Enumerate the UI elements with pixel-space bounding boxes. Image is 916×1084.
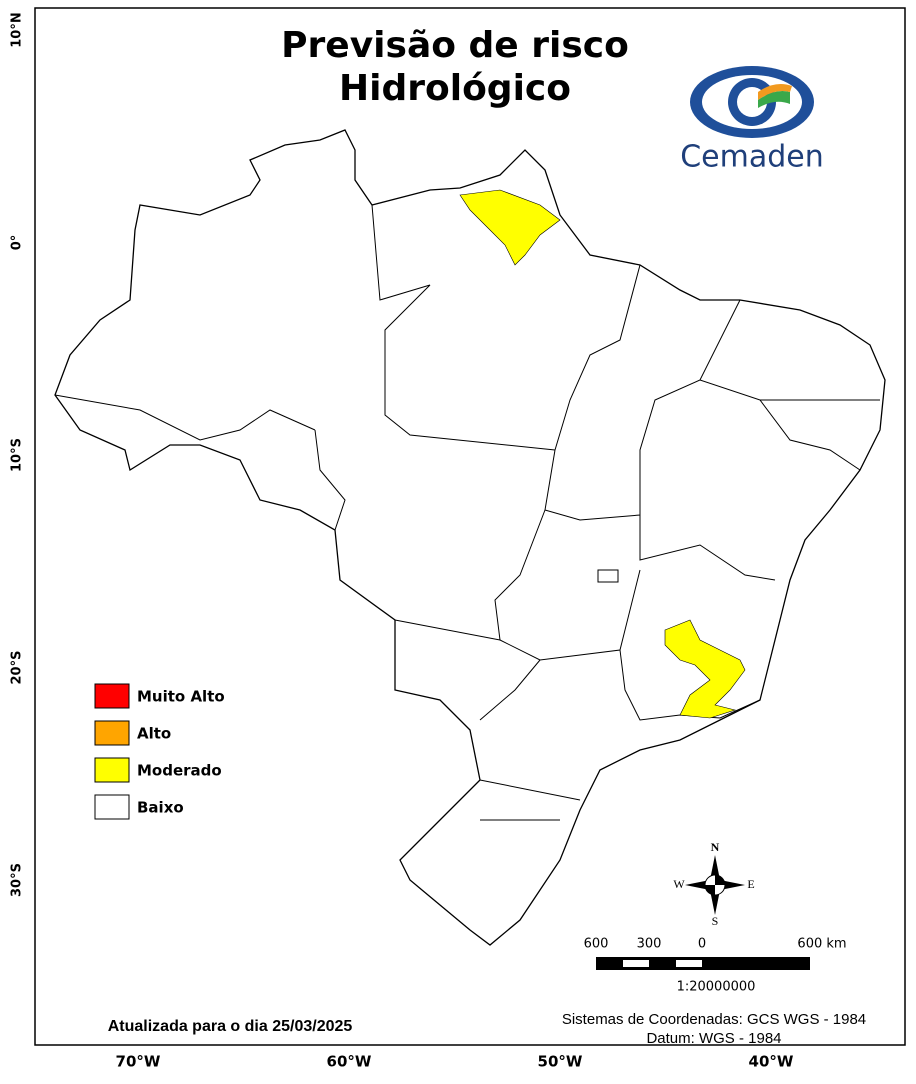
longitude-label: 70°W	[116, 1053, 161, 1071]
datum: Datum: WGS - 1984	[646, 1030, 781, 1047]
legend-label: Moderado	[137, 762, 222, 780]
longitude-label: 60°W	[327, 1053, 372, 1071]
scale-label: 600 km	[797, 937, 846, 952]
latitude-label: 30°S	[10, 863, 25, 897]
legend-swatch	[94, 683, 130, 709]
scale-label: 300	[637, 937, 662, 952]
title-line: Previsão de risco	[281, 25, 629, 66]
title-line: Hidrológico	[339, 68, 571, 109]
latitude-label: 10°N	[10, 12, 25, 47]
latitude-labels: 10°N 0° 10°S 20°S 30°S	[10, 12, 25, 897]
longitude-label: 50°W	[538, 1053, 583, 1071]
longitude-label: 40°W	[749, 1053, 794, 1071]
scale-label: 600	[584, 937, 609, 952]
scale-bar: 600 300 0 600 km 1:20000000	[584, 937, 847, 995]
legend-label: Baixo	[137, 799, 184, 817]
state-borders	[54, 204, 880, 821]
compass-label: N	[711, 840, 720, 854]
risk-area	[459, 189, 561, 266]
compass-rose: N S E W	[673, 840, 754, 928]
latitude-label: 10°S	[10, 438, 25, 472]
country-outline	[54, 129, 886, 946]
legend-swatch	[94, 794, 130, 820]
federal-district	[597, 569, 619, 583]
logo: Cemaden	[680, 66, 824, 175]
legend: Muito Alto Alto Moderado Baixo	[94, 683, 225, 820]
legend-label: Muito Alto	[137, 688, 225, 706]
legend-swatch	[94, 720, 130, 746]
risk-area	[664, 619, 746, 719]
compass-label: S	[712, 914, 719, 928]
longitude-labels: 70°W 60°W 50°W 40°W	[116, 1053, 794, 1071]
coordinate-system: Sistemas de Coordenadas: GCS WGS - 1984	[562, 1011, 866, 1028]
scale-ratio: 1:20000000	[677, 980, 756, 995]
update-date: Atualizada para o dia 25/03/2025	[108, 1018, 353, 1035]
compass-label: W	[673, 877, 685, 891]
latitude-label: 20°S	[10, 651, 25, 685]
legend-label: Alto	[137, 725, 171, 743]
compass-label: E	[747, 877, 754, 891]
scale-label: 0	[698, 937, 706, 952]
latitude-label: 0°	[10, 235, 25, 251]
logo-text: Cemaden	[680, 140, 824, 175]
legend-swatch	[94, 757, 130, 783]
